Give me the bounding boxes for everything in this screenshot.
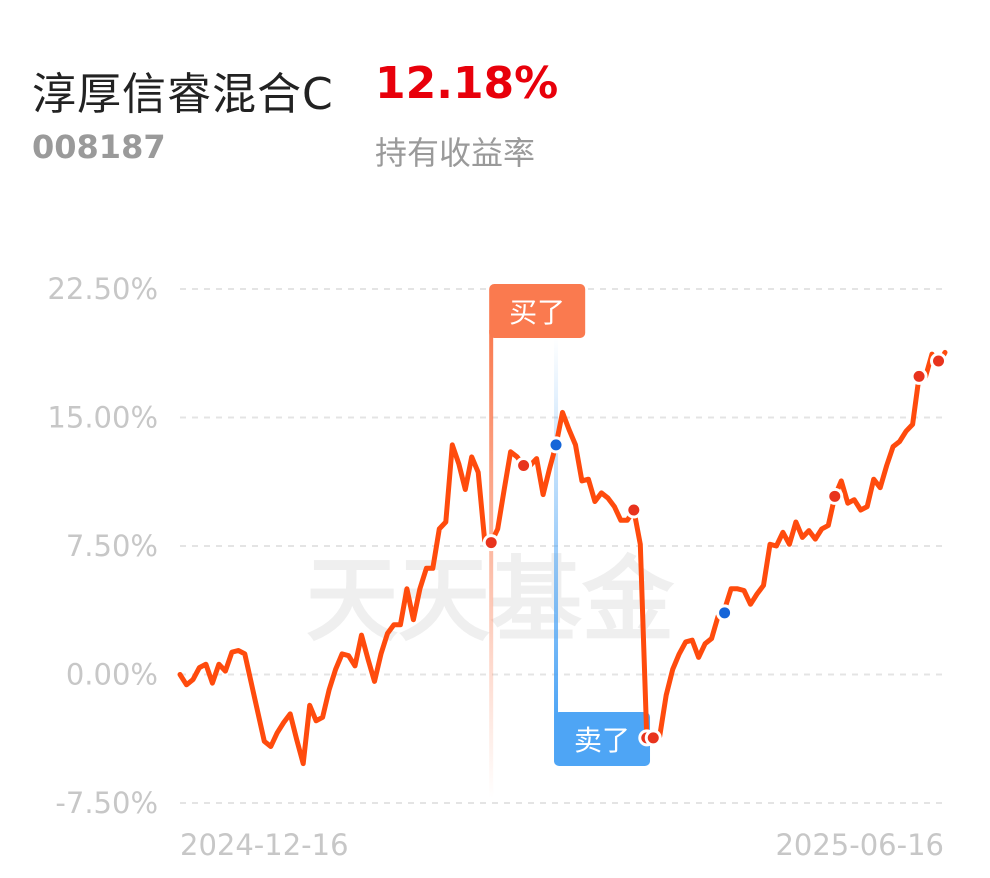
holding-return-label: 持有收益率 <box>375 134 536 172</box>
trade-dot-red[interactable] <box>910 367 928 385</box>
trade-dot-red[interactable] <box>644 729 662 747</box>
x-tick-label-start: 2024-12-16 <box>180 828 349 862</box>
y-tick-label: 15.00% <box>47 401 158 435</box>
sell-marker-pole <box>554 338 559 718</box>
sell-marker-flag[interactable] <box>554 712 651 766</box>
buy-marker-label: 买了 <box>509 296 565 329</box>
trade-dot-red[interactable] <box>826 487 844 505</box>
y-tick-label: 22.50% <box>47 272 158 306</box>
y-tick-label: -7.50% <box>55 786 158 820</box>
trade-dots[interactable] <box>482 352 948 747</box>
sell-marker-label: 卖了 <box>574 724 630 757</box>
trade-dot-blue[interactable] <box>547 436 565 454</box>
trade-dot-red[interactable] <box>482 534 500 552</box>
trade-dot-blue[interactable] <box>716 604 734 622</box>
return-series-line <box>177 349 948 767</box>
holding-return-value: 12.18% <box>375 58 559 109</box>
fund-name: 淳厚信睿混合C <box>32 69 334 120</box>
x-tick-label-end: 2025-06-16 <box>775 828 944 862</box>
fund-code: 008187 <box>32 128 166 166</box>
trade-dot-red[interactable] <box>515 456 533 474</box>
y-tick-label: 7.50% <box>66 529 158 563</box>
y-tick-label: 0.00% <box>66 658 158 692</box>
buy-marker-pole <box>489 330 494 798</box>
chart-gridlines <box>180 288 945 804</box>
buy-marker-flag[interactable] <box>489 284 586 338</box>
trade-dot-red[interactable] <box>625 501 643 519</box>
y-axis-ticks: 22.50% 15.00% 7.50% 0.00% -7.50% <box>47 272 158 820</box>
trade-dot-red[interactable] <box>930 352 948 370</box>
